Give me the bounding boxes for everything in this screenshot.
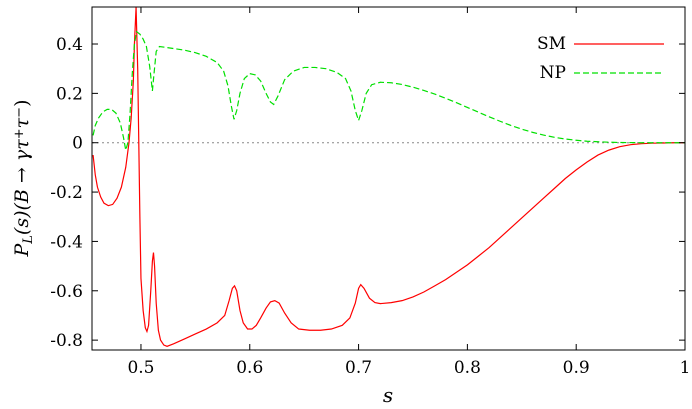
legend: SM NP	[537, 34, 664, 83]
legend-label-np: NP	[540, 63, 566, 83]
y-tick-label: -0.2	[50, 183, 83, 203]
y-axis-title-mid2: τ	[11, 117, 33, 128]
x-tick-label: 0.8	[454, 358, 481, 378]
x-tick-label: 0.5	[127, 358, 154, 378]
y-tick-label: 0.4	[56, 35, 83, 55]
legend-label-sm: SM	[537, 34, 566, 54]
x-axis-title: s	[383, 383, 393, 407]
y-axis-title-mid: (s)(B → γτ	[11, 139, 33, 235]
x-tick-label: 0.7	[345, 358, 372, 378]
y-axis-title-p: P	[11, 243, 33, 258]
series-line-sm	[92, 7, 685, 347]
y-axis-title-sup1: +	[12, 128, 27, 139]
ticks-layer	[92, 7, 686, 350]
y-tick-label: -0.4	[50, 232, 83, 252]
tick-labels-layer: 0.5 0.6 0.7 0.8 0.9 1 -0.8 -0.6 -0.4 -0.2 0 0.2 0.4	[50, 35, 690, 378]
y-tick-label: -0.8	[50, 331, 83, 351]
y-tick-label: -0.6	[50, 282, 83, 302]
y-tick-label: 0	[72, 134, 83, 154]
y-axis-title-end: )	[11, 99, 33, 106]
y-axis-title-sup2: −	[12, 107, 27, 118]
x-tick-label: 0.9	[563, 358, 590, 378]
x-tick-label: 0.6	[236, 358, 263, 378]
x-tick-label: 1	[680, 358, 691, 378]
y-tick-label: 0.2	[56, 84, 83, 104]
series-line-np	[92, 30, 685, 151]
series-layer	[92, 7, 685, 347]
y-axis-title-sub: L	[21, 235, 36, 245]
plot-frame	[91, 6, 686, 351]
y-axis-title: PL(s)(B → γτ+τ−)	[11, 99, 36, 257]
